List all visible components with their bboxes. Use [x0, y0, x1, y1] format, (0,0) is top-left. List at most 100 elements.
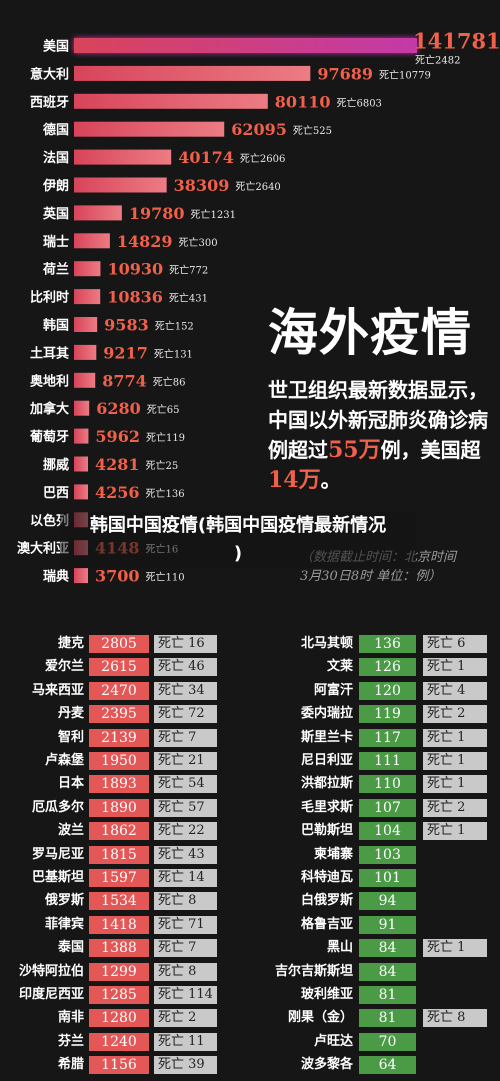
bar-category-label: 瑞士	[43, 234, 69, 250]
table-row: 巴勒斯坦 104 死亡 1	[250, 821, 500, 841]
bar-death-label: 死亡110	[146, 571, 185, 584]
confirmed-count: 64	[359, 1056, 416, 1075]
country-name: 马来西亚	[31, 682, 84, 698]
bar-value-label: 19780	[129, 204, 185, 223]
death-count: 死亡 22	[154, 822, 217, 841]
bar-death-label: 死亡136	[146, 487, 185, 500]
confirmed-count: 1240	[89, 1032, 149, 1051]
description: 世卫组织最新数据显示，中国以外新冠肺炎确诊病例超过55万例，美国超 14万。	[268, 375, 488, 495]
bar-death-label: 死亡86	[153, 375, 186, 388]
table-row: 吉尔吉斯斯坦 84	[250, 962, 500, 982]
death-count: 死亡 8	[423, 1009, 487, 1028]
description-highlight-2: 14万	[268, 467, 321, 493]
country-name: 沙特阿拉伯	[18, 963, 84, 979]
bar	[74, 121, 225, 137]
table-row: 俄罗斯 1534 死亡 8	[0, 891, 250, 911]
table-row: 日本 1893 死亡 54	[0, 774, 250, 794]
table-row: 马来西亚 2470 死亡 34	[0, 681, 250, 701]
table-row: 阿富汗 120 死亡 4	[250, 681, 500, 701]
table-row: 波兰 1862 死亡 22	[0, 821, 250, 841]
description-text-1: 世卫组织最新数据显示，中国以外新冠肺炎确诊病例超过	[268, 378, 488, 462]
bar-category-label: 巴西	[43, 486, 69, 501]
country-name: 毛里求斯	[300, 799, 353, 815]
bar	[74, 456, 88, 472]
bar-value-label: 141781	[413, 29, 500, 54]
confirmed-count: 120	[359, 681, 416, 700]
country-name: 斯里兰卡	[300, 729, 353, 745]
confirmed-count: 81	[359, 986, 416, 1004]
country-name: 波多黎各	[300, 1057, 353, 1073]
death-count: 死亡 16	[154, 635, 217, 653]
bar	[74, 93, 268, 109]
confirmed-count: 1299	[89, 962, 149, 981]
confirmed-count: 119	[359, 705, 416, 724]
confirmed-count: 91	[359, 915, 416, 934]
bar	[74, 289, 101, 305]
table-row: 玻利维亚 81	[250, 985, 500, 1005]
confirmed-count: 110	[359, 775, 416, 794]
table-row: 白俄罗斯 94	[250, 891, 500, 911]
bar	[74, 261, 101, 277]
death-count: 死亡 1	[423, 658, 487, 677]
country-name: 洪都拉斯	[300, 776, 353, 792]
bar-death-label: 死亡525	[293, 124, 332, 137]
death-count: 死亡 1	[423, 728, 487, 747]
country-name: 白俄罗斯	[300, 893, 353, 909]
death-count: 死亡 43	[154, 845, 217, 864]
data-note-line-2: 3月30日8时 单位：例）	[300, 569, 442, 584]
table-row: 芬兰 1240 死亡 11	[0, 1032, 250, 1052]
bar-category-label: 澳大利亚	[17, 541, 69, 557]
confirmed-count: 81	[359, 1009, 416, 1028]
country-name: 罗马尼亚	[31, 846, 84, 862]
bar	[74, 38, 417, 53]
bar	[74, 317, 98, 332]
bar-value-label: 8774	[102, 371, 147, 390]
confirmed-count: 107	[359, 798, 416, 817]
table-row: 卢森堡 1950 死亡 21	[0, 751, 250, 771]
bar-category-label: 加拿大	[29, 401, 69, 417]
bar	[74, 177, 167, 193]
bar	[74, 344, 97, 360]
table-row: 南非 1280 死亡 2	[0, 1008, 250, 1028]
confirmed-count: 1815	[89, 845, 149, 864]
bar-value-label: 10930	[107, 260, 163, 279]
description-highlight-1: 55万	[328, 437, 381, 463]
bar-death-label: 死亡10779	[379, 68, 431, 81]
bar-category-label: 美国	[43, 39, 69, 55]
confirmed-count: 84	[359, 962, 416, 981]
bar	[74, 484, 88, 500]
country-name: 尼日利亚	[300, 753, 353, 768]
table-row: 希腊 1156 死亡 39	[0, 1055, 250, 1075]
confirmed-count: 1280	[89, 1009, 149, 1028]
bar-category-label: 韩国	[43, 318, 69, 334]
table-row: 丹麦 2395 死亡 72	[0, 704, 250, 724]
bar-value-label: 9583	[104, 316, 149, 335]
death-count: 死亡 114	[154, 986, 217, 1004]
country-name: 俄罗斯	[44, 893, 84, 909]
bar-death-label: 死亡25	[146, 459, 179, 472]
bar-death-label: 死亡772	[169, 264, 208, 277]
table-row: 罗马尼亚 1815 死亡 43	[0, 845, 250, 865]
table-row: 尼日利亚 111 死亡 1	[250, 751, 500, 771]
confirmed-count: 1156	[89, 1056, 149, 1075]
bar-category-label: 荷兰	[42, 262, 69, 278]
title-overlay-line-1: 韩国中国疫情(韩国中国疫情最新情况	[89, 515, 387, 536]
death-count: 死亡 11	[154, 1032, 217, 1051]
country-name: 波兰	[57, 823, 84, 839]
bar-category-label: 土耳其	[30, 345, 69, 361]
title-overlay: 韩国中国疫情(韩国中国疫情最新情况 )	[60, 512, 416, 568]
death-count: 死亡 2	[423, 705, 487, 724]
bar-value-label: 14829	[117, 232, 173, 251]
country-name: 爱尔兰	[44, 659, 84, 675]
country-name: 刚果（金）	[287, 1010, 353, 1026]
country-name: 玻利维亚	[300, 987, 353, 1002]
country-name: 格鲁吉亚	[300, 916, 353, 932]
table-row: 格鲁吉亚 91	[250, 915, 500, 935]
table-row: 文莱 126 死亡 1	[250, 657, 500, 677]
confirmed-count: 101	[359, 869, 416, 887]
bar-value-label: 40174	[178, 148, 234, 167]
death-count: 死亡 54	[154, 775, 217, 794]
bar-category-label: 德国	[43, 122, 69, 138]
bar-category-label: 奥地利	[30, 373, 69, 389]
death-count: 死亡 71	[154, 915, 217, 934]
